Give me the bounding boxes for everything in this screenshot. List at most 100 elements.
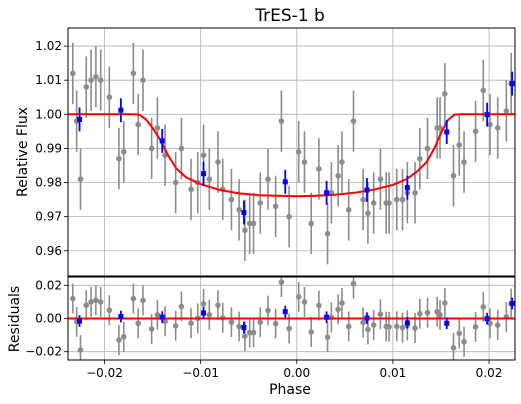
raw-residual-marker — [154, 312, 161, 318]
plot-area — [68, 28, 515, 276]
binned-residual-marker — [77, 318, 83, 324]
raw-residual-marker — [360, 319, 366, 326]
raw-point-marker — [265, 176, 271, 182]
raw-residual-marker — [88, 299, 94, 305]
raw-point-marker — [286, 213, 292, 220]
binned-residual-marker — [241, 325, 247, 331]
binned-point-marker — [77, 116, 83, 122]
raw-point-marker — [135, 121, 141, 128]
raw-point-marker — [70, 70, 76, 77]
binned-residual-marker — [404, 320, 410, 326]
raw-point-marker — [242, 227, 248, 234]
raw-residual-marker — [135, 320, 141, 327]
raw-residual-marker — [335, 306, 341, 313]
transit-model-line — [68, 113, 515, 198]
raw-point-marker — [97, 77, 104, 83]
raw-residual-marker — [365, 326, 371, 333]
raw-residual-marker — [77, 347, 84, 353]
raw-residual-marker — [188, 320, 194, 327]
y-tick-label: 1.00 — [35, 107, 62, 121]
raw-residual-marker — [250, 329, 257, 336]
raw-residual-marker — [339, 300, 345, 306]
raw-residual-marker — [236, 323, 242, 330]
y-tick-label: 0.02 — [35, 278, 62, 292]
raw-point-marker — [461, 159, 467, 165]
raw-point-marker — [480, 87, 487, 94]
x-axis-label: Phase — [269, 382, 311, 398]
x-tick-label: 0.01 — [380, 366, 407, 380]
raw-residual-marker — [278, 279, 285, 285]
raw-point-marker — [246, 220, 253, 227]
binned-point-marker — [241, 210, 247, 216]
raw-point-marker — [377, 176, 384, 182]
raw-point-marker — [148, 145, 155, 152]
binned-residual-marker — [484, 316, 490, 322]
binned-point-marker — [282, 179, 288, 185]
raw-residual-marker — [399, 324, 406, 331]
binned-residual-marker — [324, 314, 330, 320]
raw-point-marker — [301, 159, 308, 165]
raw-point-marker — [437, 125, 443, 131]
raw-point-marker — [350, 118, 357, 124]
residual-data-layer — [68, 277, 515, 360]
main-y-axis-label: Relative Flux — [15, 107, 31, 197]
raw-residual-marker — [130, 295, 137, 302]
raw-residual-marker — [228, 319, 235, 325]
raw-residual-marker — [265, 307, 271, 314]
raw-residual-marker — [377, 311, 384, 317]
raw-point-marker — [503, 108, 510, 114]
raw-point-marker — [417, 155, 423, 162]
raw-residual-marker — [178, 303, 185, 310]
raw-residual-marker — [272, 320, 279, 327]
y-tick-label: 0.96 — [35, 244, 62, 258]
main-flux-panel: 0.96 0.97 0.98 0.99 1.00 1.01 1.02 — [35, 27, 516, 280]
raw-residual-marker — [480, 304, 487, 310]
raw-point-marker — [250, 220, 257, 227]
raw-residual-marker — [106, 307, 113, 314]
x-tick-label: 0.02 — [476, 366, 503, 380]
raw-point-marker — [399, 196, 406, 203]
raw-residual-marker — [450, 345, 457, 351]
raw-residual-marker — [487, 320, 493, 327]
binned-point-marker — [484, 112, 490, 118]
raw-point-marker — [206, 176, 213, 182]
raw-point-marker — [83, 84, 90, 90]
raw-residual-marker — [350, 280, 357, 287]
raw-point-marker — [472, 128, 479, 135]
raw-residual-marker — [442, 300, 448, 306]
raw-residual-marker — [308, 329, 315, 335]
x-tick-label: −0.02 — [86, 366, 123, 380]
binned-residual-marker — [282, 309, 288, 315]
raw-point-marker — [200, 152, 207, 159]
raw-point-marker — [116, 155, 122, 162]
y-tick-label: 0.99 — [35, 141, 62, 155]
raw-residual-marker — [345, 323, 352, 330]
raw-point-marker — [228, 196, 235, 203]
raw-point-marker — [494, 125, 501, 131]
raw-point-marker — [257, 200, 264, 206]
raw-point-marker — [215, 159, 221, 165]
raw-residual-marker — [140, 297, 146, 304]
y-tick-label: 0.00 — [35, 312, 62, 326]
residuals-y-axis-label: Residuals — [7, 286, 23, 352]
raw-point-marker — [178, 145, 185, 152]
raw-residual-marker — [386, 324, 392, 330]
raw-residual-marker — [324, 334, 331, 341]
binned-point-marker — [159, 138, 165, 144]
raw-residual-marker — [162, 318, 168, 325]
raw-point-marker — [130, 70, 137, 77]
raw-point-marker — [140, 77, 146, 83]
axes-frame — [67, 27, 516, 277]
binned-point-marker — [201, 171, 207, 177]
binned-point-marker — [324, 190, 330, 196]
raw-point-marker — [77, 176, 84, 182]
raw-residual-marker — [172, 323, 179, 329]
raw-point-marker — [339, 159, 345, 165]
raw-residual-marker — [200, 301, 207, 307]
binned-residual-marker — [444, 320, 450, 326]
raw-residual-marker — [424, 309, 431, 316]
raw-residual-marker — [461, 338, 467, 345]
raw-residual-marker — [412, 325, 418, 331]
y-tick-label: 1.02 — [35, 39, 62, 53]
